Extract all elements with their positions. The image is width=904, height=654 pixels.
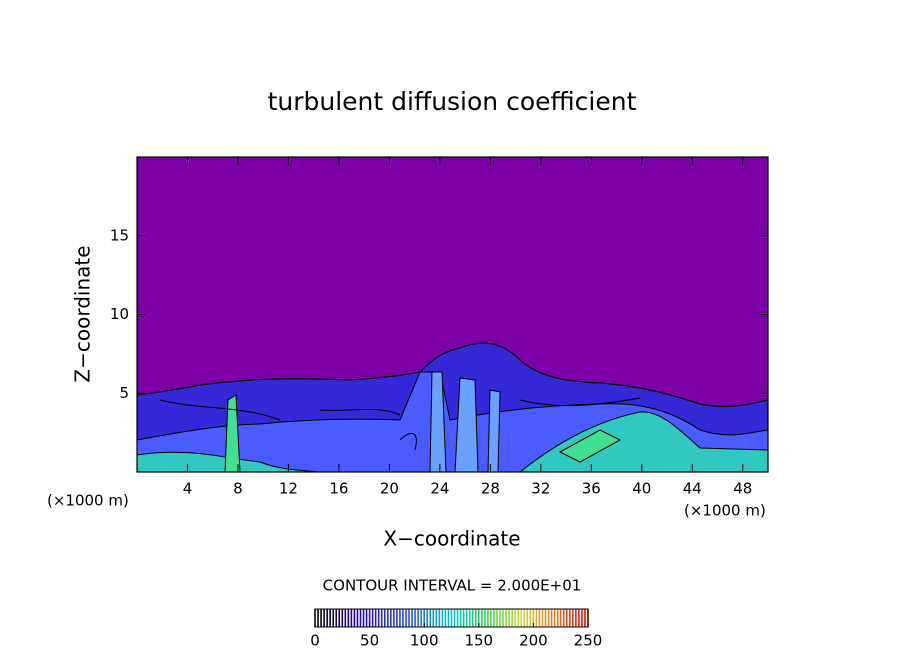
colorbar-tick-label: 200 — [519, 632, 548, 650]
x-tick-label: 40 — [632, 480, 651, 498]
colorbar-tick-label: 250 — [574, 632, 603, 650]
y-tick-label: 5 — [119, 384, 129, 402]
colorbar-tick-label: 0 — [310, 632, 320, 650]
colorbar: 0 50 100 150 200 250 — [310, 608, 603, 650]
colorbar-frame — [314, 608, 589, 628]
x-unit-left: (×1000 m) — [47, 492, 129, 510]
x-tick-label: 12 — [279, 480, 298, 498]
x-axis-label: X−coordinate — [383, 527, 520, 551]
x-tick-label: 44 — [683, 480, 702, 498]
x-tick-label: 4 — [183, 480, 193, 498]
x-tick-label: 48 — [733, 480, 752, 498]
x-tick-label: 32 — [531, 480, 550, 498]
x-unit-right: (×1000 m) — [684, 502, 766, 520]
x-tick-label: 24 — [430, 480, 449, 498]
y-tick-label: 15 — [110, 226, 129, 244]
y-tick-label: 10 — [110, 305, 129, 323]
x-tick-label: 20 — [380, 480, 399, 498]
colorbar-tick-label: 50 — [360, 632, 379, 650]
contour-interval: CONTOUR INTERVAL = 2.000E+01 — [323, 577, 582, 595]
x-tick-label: 16 — [329, 480, 348, 498]
chart-title: turbulent diffusion coefficient — [268, 87, 637, 116]
x-tick-label: 28 — [481, 480, 500, 498]
colorbar-tick-label: 150 — [464, 632, 493, 650]
x-tick-label: 36 — [582, 480, 601, 498]
y-axis-label: Z−coordinate — [71, 245, 95, 382]
colorbar-tick-label: 100 — [410, 632, 439, 650]
field — [137, 342, 768, 472]
x-tick-label: 8 — [233, 480, 243, 498]
